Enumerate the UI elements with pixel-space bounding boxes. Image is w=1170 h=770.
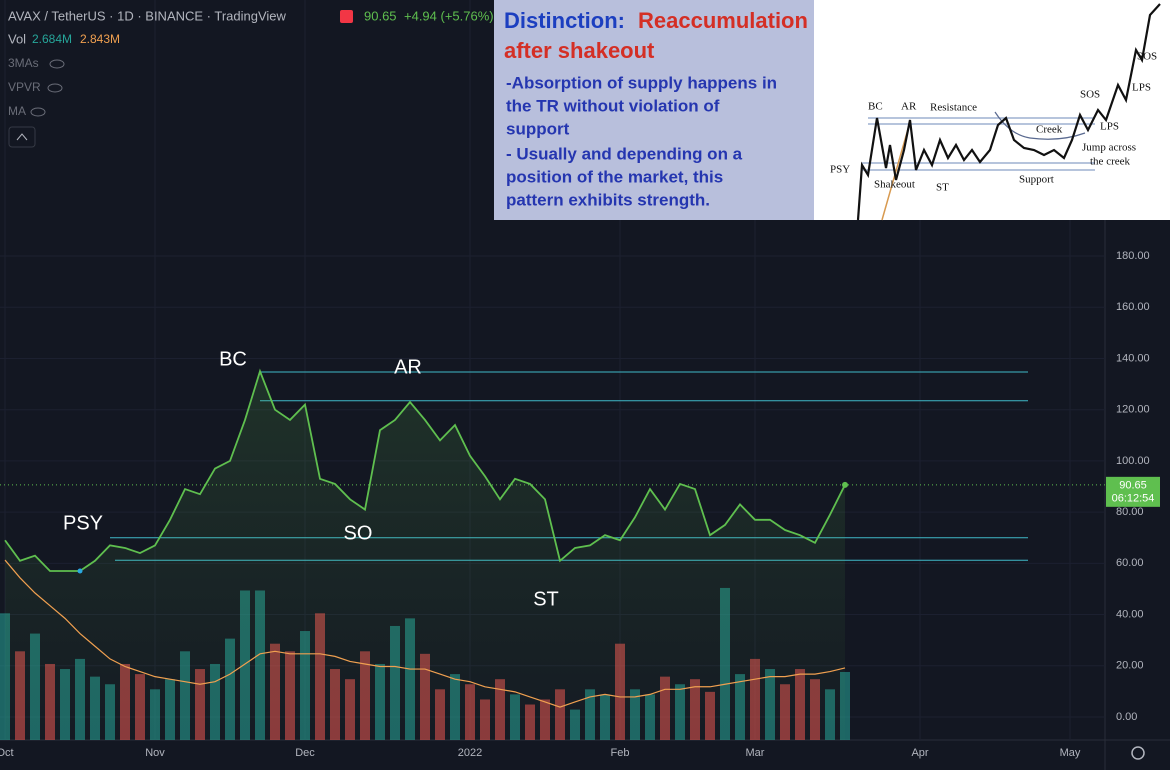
diagram-label: Creek [1036, 124, 1063, 136]
diagram-label: Resistance [930, 102, 977, 114]
vol-value: 2.684M [32, 32, 72, 46]
diagram-label: BC [868, 101, 883, 113]
x-tick-label: 2022 [458, 747, 482, 759]
psy-dot [77, 568, 83, 574]
x-tick-label: Feb [611, 747, 630, 759]
vol-ma-value: 2.843M [80, 32, 120, 46]
annotation: SO [344, 522, 373, 544]
settings-icon[interactable] [1131, 746, 1145, 760]
inset-title: Distinction: [504, 8, 625, 33]
y-tick-label: 100.00 [1116, 455, 1150, 467]
inset-text-panel [494, 0, 814, 220]
indicator[interactable]: MA [8, 104, 26, 118]
x-tick-label: May [1060, 747, 1081, 759]
diagram-label: the creek [1090, 156, 1130, 168]
price-label: 90.65 [1119, 480, 1147, 492]
inset-line: -Absorption of supply happens in [506, 73, 777, 92]
plot: 0.00 20.00 40.00 60.00 80.00 100.00 120.00 140.… [0, 0, 1160, 759]
last-price-dot [842, 481, 848, 488]
diagram-label: AR [901, 101, 917, 113]
inset-line: - Usually and depending on a [506, 144, 743, 163]
y-tick-label: 20.00 [1116, 660, 1144, 672]
indicator-list: 3MAs VPVR MA [8, 56, 65, 148]
x-tick-label: Apr [911, 747, 928, 759]
x-tick-label: Nov [145, 747, 165, 759]
volume-ma-line [4, 559, 846, 708]
annotation: BC [219, 348, 247, 370]
symbol: AVAX / TetherUS · 1D · BINANCE · Trading… [8, 8, 287, 23]
header-change: +4.94 (+5.76%) [404, 8, 494, 23]
annotation: PSY [63, 512, 103, 534]
inset-line: pattern exhibits strength. [506, 190, 710, 209]
header-price: 90.65 [364, 8, 397, 23]
eye-icon[interactable] [49, 59, 65, 69]
x-tick-label: Dec [295, 747, 315, 759]
inset-title: after shakeout [504, 38, 655, 63]
y-tick-label: 180.00 [1116, 250, 1150, 262]
y-tick-label: 120.00 [1116, 404, 1150, 416]
diagram-levels [862, 117, 1095, 171]
inset: Distinction: Reaccumulation after shakeo… [494, 0, 1170, 221]
vol-label: Vol [8, 31, 26, 46]
creek-line [994, 111, 1086, 140]
inset-title: Reaccumulation [638, 8, 808, 33]
annotation: ST [533, 588, 559, 610]
countdown: 06:12:54 [1112, 493, 1155, 505]
eye-icon[interactable] [47, 83, 63, 93]
diagram-label: LPS [1132, 82, 1151, 94]
inset-line: support [506, 119, 570, 138]
diagram-label: PSY [830, 164, 850, 176]
diagram-label: Support [1019, 174, 1054, 186]
indicator[interactable]: 3MAs [8, 56, 39, 70]
annotation: AR [394, 356, 422, 378]
diagram-label: SOS [1080, 89, 1100, 101]
x-tick-label: Mar [746, 747, 765, 759]
diagram-label: ST [936, 182, 949, 194]
indicator[interactable]: VPVR [8, 80, 41, 94]
price-area [5, 371, 845, 740]
inset-diagram-panel [814, 0, 1170, 220]
x-tick-label: Oct [0, 747, 14, 759]
price-line [4, 368, 846, 572]
collapse-icon [16, 133, 28, 141]
y-tick-label: 140.00 [1116, 352, 1150, 364]
eye-icon[interactable] [30, 107, 46, 117]
price-label-box [1106, 476, 1160, 507]
collapse-button[interactable] [8, 126, 36, 148]
y-tick-label: 40.00 [1116, 608, 1144, 620]
flag-icon[interactable] [340, 10, 353, 23]
y-tick-label: 80.00 [1116, 506, 1144, 518]
inset-line: the TR without violation of [506, 96, 720, 115]
y-tick-label: 160.00 [1116, 301, 1150, 313]
diagram-label: Shakeout [874, 179, 915, 191]
diagram-path [856, 3, 1161, 221]
inset-line: position of the market, this [506, 167, 723, 186]
y-tick-label: 0.00 [1116, 711, 1137, 723]
diagram-label: Jump across [1082, 142, 1136, 154]
diagram-label: SOS [1137, 51, 1157, 63]
y-tick-label: 60.00 [1116, 557, 1144, 569]
diagram-label: LPS [1100, 121, 1119, 133]
